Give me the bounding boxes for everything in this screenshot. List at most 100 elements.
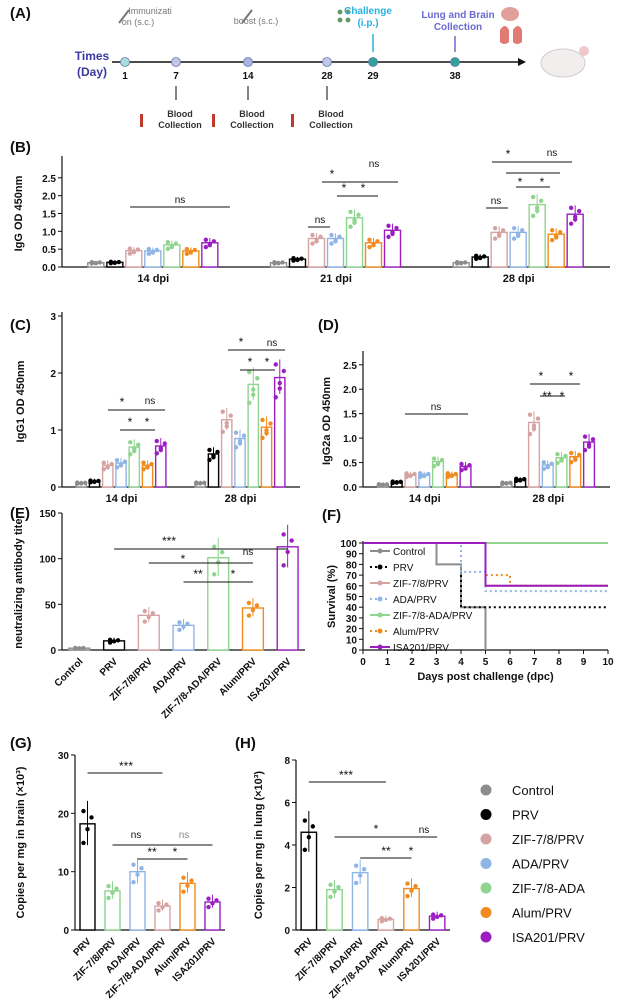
timeline-day-label: 38	[449, 71, 461, 82]
data-point	[220, 409, 225, 414]
y-tick-label: 60	[346, 582, 358, 593]
blood-tube-icon	[291, 114, 294, 127]
data-point	[268, 421, 273, 426]
timeline-event-label: Blood	[239, 109, 265, 119]
data-point	[206, 896, 211, 901]
data-point	[97, 260, 103, 265]
data-point	[530, 213, 536, 219]
virus-icon	[337, 9, 343, 15]
data-point	[81, 840, 86, 846]
x-axis-label: Days post challenge (dpc)	[417, 671, 554, 683]
legend-marker	[377, 580, 383, 586]
y-tick-label: 80	[346, 560, 358, 571]
timeline-event-label: Blood	[318, 109, 344, 119]
significance-label: ns	[179, 830, 190, 841]
y-tick-label: 1	[50, 426, 56, 437]
data-point	[577, 452, 582, 458]
timeline-day-marker	[368, 57, 378, 67]
y-tick-label: 0	[284, 926, 290, 937]
data-point	[405, 881, 410, 886]
data-point	[568, 221, 574, 226]
data-point	[89, 815, 94, 820]
y-tick-label: 40	[346, 603, 358, 614]
significance-label: ns	[145, 396, 156, 407]
data-point	[515, 233, 521, 239]
data-point	[128, 440, 133, 445]
data-point	[394, 480, 399, 485]
data-point	[211, 455, 216, 460]
data-point	[264, 430, 269, 436]
data-point	[549, 237, 555, 243]
legend-marker	[480, 809, 492, 820]
y-tick-label: 2.0	[42, 192, 56, 203]
mouse-icon	[579, 46, 589, 56]
y-tick-label: 10	[58, 868, 70, 879]
panel-label: (A)	[10, 5, 31, 22]
y-tick-label: 2.5	[42, 174, 56, 185]
data-point	[438, 913, 444, 918]
timeline-arrow-icon	[518, 58, 526, 66]
significance-label: *	[540, 175, 545, 189]
data-point	[527, 412, 533, 417]
blood-tube-icon	[212, 114, 215, 127]
x-tick-label: 0	[360, 657, 366, 668]
data-point	[431, 456, 437, 461]
data-point	[508, 480, 513, 486]
y-tick-label: 2	[50, 369, 56, 380]
panel-label: (E)	[10, 505, 30, 522]
legend-label: Alum/PRV	[393, 627, 439, 638]
data-point	[302, 818, 308, 823]
data-point	[89, 260, 95, 265]
legend-label: ISA201/PRV	[512, 930, 585, 945]
panel-label: (B)	[10, 139, 31, 156]
x-tick-label: 3	[434, 657, 440, 668]
data-point	[101, 467, 106, 472]
data-point	[251, 387, 256, 392]
significance-label: *	[330, 167, 335, 181]
x-tick-label: 14 dpi	[137, 273, 169, 285]
y-axis-label: Survival (%)	[326, 565, 338, 628]
y-tick-label: 0.0	[343, 483, 357, 494]
timeline-event-label: Blood	[167, 109, 193, 119]
data-point	[530, 194, 536, 200]
legend-label: Control	[512, 783, 554, 798]
y-tick-label: 100	[39, 555, 56, 566]
y-tick-label: 20	[346, 625, 358, 636]
data-point	[281, 368, 286, 374]
timeline-day-marker	[450, 57, 460, 67]
data-point	[538, 198, 544, 204]
data-point	[115, 638, 121, 643]
data-point	[203, 237, 209, 243]
data-point	[250, 607, 256, 613]
data-point	[207, 457, 212, 463]
significance-label: ns	[547, 148, 558, 159]
y-tick-label: 0.0	[42, 263, 56, 274]
data-point	[127, 251, 133, 256]
data-point	[467, 463, 472, 468]
data-point	[211, 239, 217, 244]
data-point	[289, 538, 294, 543]
data-point	[165, 246, 171, 252]
y-tick-label: 1.0	[343, 434, 357, 445]
data-point	[492, 226, 498, 231]
timeline-event-label: (i.p.)	[357, 18, 378, 29]
data-point	[207, 242, 213, 248]
x-tick-label: 5	[483, 657, 489, 668]
data-point	[88, 478, 93, 483]
y-tick-label: 90	[346, 550, 358, 561]
data-point	[254, 603, 260, 608]
legend-marker	[480, 882, 492, 894]
data-point	[336, 885, 341, 890]
panel-label: (C)	[10, 317, 31, 334]
data-point	[255, 376, 260, 381]
data-point	[379, 919, 385, 924]
data-point	[522, 477, 527, 482]
x-tick-label: PRV	[293, 936, 315, 958]
legend-marker	[480, 858, 492, 869]
data-point	[404, 471, 409, 476]
y-tick-label: 2.0	[343, 385, 357, 396]
significance-label: *	[539, 369, 544, 383]
significance-label: ***	[162, 534, 176, 548]
timeline-day-marker	[171, 57, 181, 67]
data-point	[541, 466, 546, 472]
